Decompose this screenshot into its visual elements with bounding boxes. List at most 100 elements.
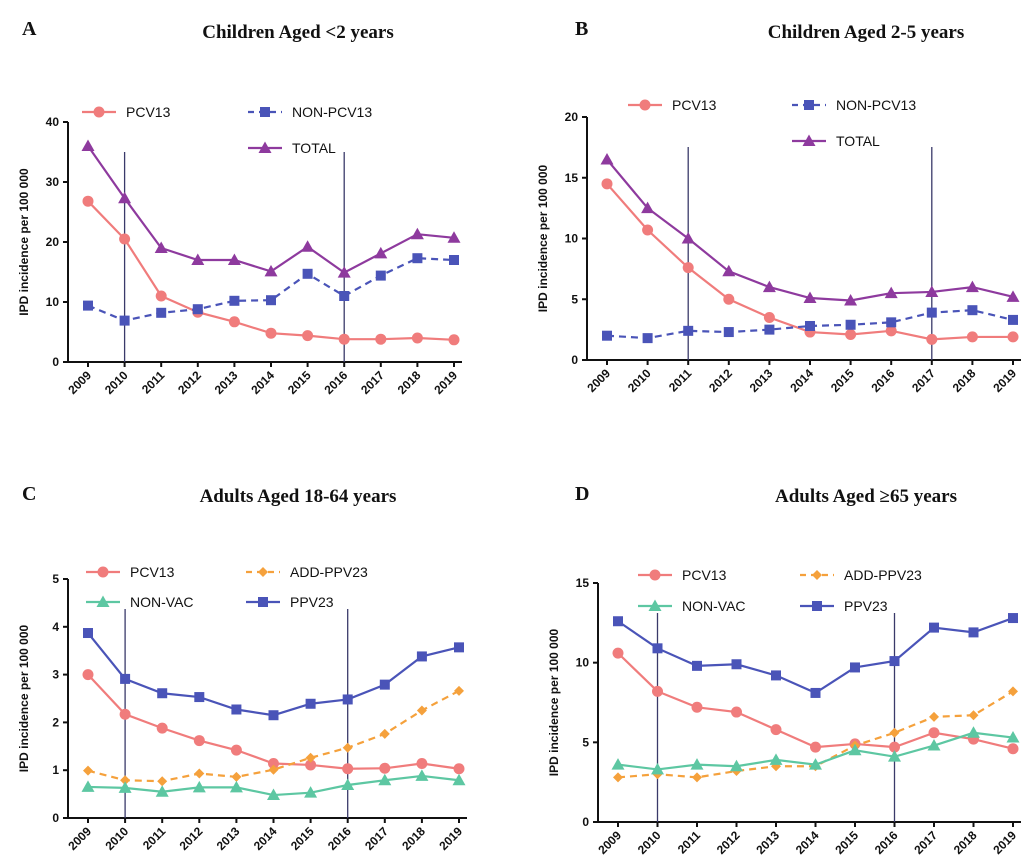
data-point [379,762,391,774]
data-point [267,788,280,801]
data-point [118,191,132,204]
data-point [411,332,423,344]
data-point [157,688,168,699]
data-point [157,776,168,787]
x-tick-label: 2010 [635,828,664,857]
data-point [929,622,939,633]
legend-marker [804,100,814,110]
x-tick-label: 2012 [175,368,204,397]
data-point [690,758,704,770]
x-tick-label: 2019 [990,828,1019,857]
x-tick-label: 2009 [65,368,94,397]
data-point [302,268,313,279]
x-tick-label: 2015 [828,366,857,395]
data-point [651,762,664,775]
series-line [87,632,460,717]
data-point [845,319,856,330]
data-point [850,662,860,673]
data-point [447,231,461,243]
series-line [617,617,1014,695]
y-tick-label: 30 [46,175,60,189]
data-point [304,786,318,798]
data-point [154,241,168,253]
legend-entry: PCV13 [638,567,727,583]
data-point [691,701,703,713]
legend-marker [93,106,105,118]
x-tick-label: 2017 [358,368,387,397]
data-point [119,233,131,245]
panel-title: Children Aged <2 years [202,22,394,43]
y-axis-label: IPD incidence per 100 000 [17,624,31,772]
data-point [1006,731,1020,743]
data-point [888,750,901,762]
y-tick-label: 3 [52,668,59,682]
x-tick-label: 2012 [177,824,206,853]
legend-marker [639,99,651,111]
x-tick-label: 2015 [832,828,861,857]
data-point [682,262,694,274]
data-point [337,266,351,278]
data-point [889,656,900,667]
legend-marker [258,141,272,153]
data-point [642,333,653,344]
data-point [889,727,900,738]
y-axis-label: IPD incidence per 100 000 [547,628,561,776]
data-point [156,722,168,734]
data-point [848,743,862,756]
data-point [342,763,354,775]
x-tick-label: 2017 [909,366,938,395]
legend-label: PCV13 [672,97,717,113]
y-tick-label: 0 [582,815,589,829]
data-point [762,280,776,293]
data-point [268,764,279,775]
data-point [810,687,821,698]
legend-entry: ADD-PPV23 [800,567,922,583]
legend-label: NON-PCV13 [836,97,916,113]
y-tick-label: 20 [565,110,579,124]
legend-entry: ADD-PPV23 [246,564,368,580]
y-tick-label: 15 [576,576,590,590]
data-point [193,735,205,747]
data-point [83,765,93,776]
data-point [844,293,858,306]
panel-letter: A [22,18,37,40]
data-point [1008,686,1018,697]
data-point [929,711,939,722]
data-point [722,264,736,277]
data-point [683,325,694,336]
data-point [642,224,654,236]
legend-entry: TOTAL [792,133,880,149]
data-point [156,307,167,318]
series-line [606,183,1013,341]
data-point [230,744,242,756]
data-point [731,706,742,718]
x-tick-label: 2016 [325,824,354,853]
legend-marker [260,107,270,117]
x-tick-label: 2012 [706,366,735,395]
data-point [265,327,277,339]
data-point [731,659,742,670]
y-tick-label: 5 [571,292,578,306]
x-tick-label: 2018 [399,824,428,853]
data-point [82,195,94,207]
data-point [764,324,775,335]
x-tick-label: 2016 [869,366,898,395]
series-total [600,153,1020,306]
data-point [342,694,353,705]
legend-marker [258,567,268,577]
data-point [452,773,466,786]
x-tick-label: 2009 [584,366,613,395]
y-tick-label: 10 [565,232,579,246]
data-point [723,327,734,338]
x-tick-label: 2009 [65,824,94,853]
legend-entry: NON-PCV13 [248,104,372,120]
data-point [611,758,625,770]
series-add-ppv23 [83,685,464,787]
x-tick-label: 2014 [251,824,280,853]
data-point [301,240,315,252]
legend-label: PCV13 [126,104,171,120]
panel-letter: B [575,18,588,40]
x-tick-label: 2018 [951,828,980,857]
data-point [448,334,460,346]
data-point [925,285,939,297]
